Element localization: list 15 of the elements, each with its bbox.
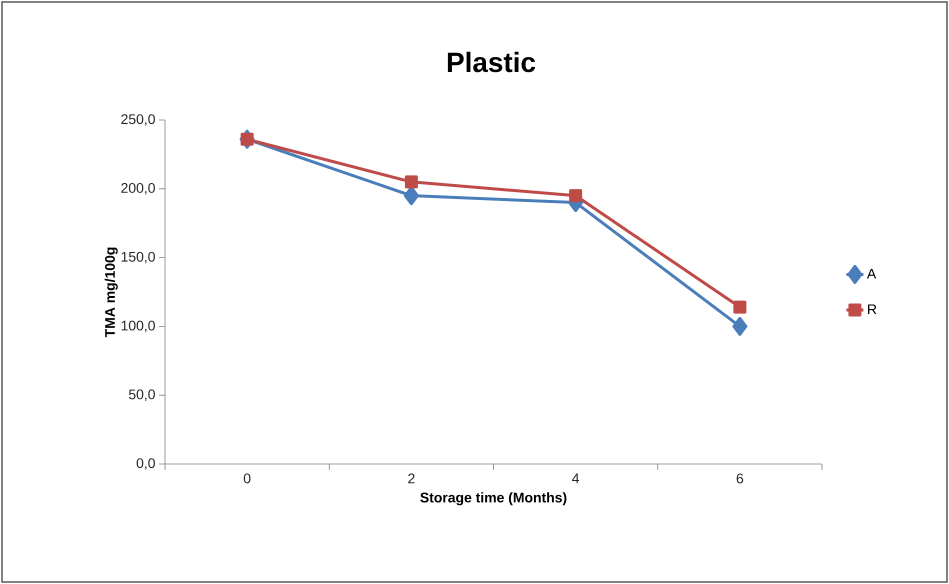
y-tick-label: 100,0 [122,320,155,332]
y-tick-label: 50,0 [128,389,155,401]
x-axis-title: Storage time (Months) [420,492,566,506]
y-tick-label: 0,0 [136,458,155,470]
chart-title: Plastic [448,52,536,72]
y-tick-label: 150,0 [122,252,155,264]
y-tick-label: 200,0 [121,183,155,195]
y-axis-title: TMA mg/100g [104,248,118,338]
legend-label: A [866,268,876,279]
y-tick-label: 250,0 [121,114,155,126]
x-tick-label: 6 [736,474,744,484]
x-tick-label: 0 [244,474,250,484]
legend-label: R [868,304,876,314]
x-tick-label: 2 [408,474,415,484]
x-tick-label: 4 [572,474,580,484]
